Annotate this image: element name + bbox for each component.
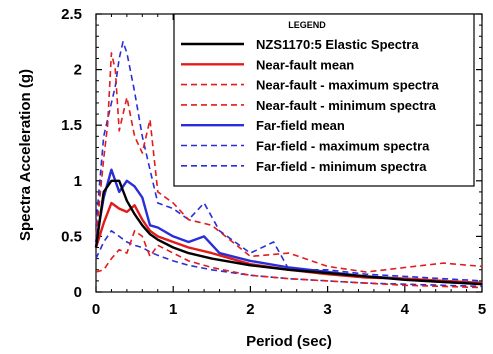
legend-label-6: Far-field - minimum spectra: [256, 159, 427, 174]
legend-label-2: Near-fault - maximum spectra: [256, 78, 440, 93]
legend-box: [173, 13, 475, 187]
series-line-0: [94, 179, 483, 286]
series-line-2: [95, 52, 483, 273]
y-tick-label: 2.5: [61, 6, 82, 23]
x-tick-label: 5: [478, 301, 486, 318]
series-line-1: [94, 201, 483, 285]
legend-label-1: Near-fault mean: [256, 57, 354, 72]
y-tick-label: 0.5: [61, 228, 82, 245]
x-tick-label: 1: [169, 301, 177, 318]
legend-label-0: NZS1170:5 Elastic Spectra: [256, 37, 419, 52]
series-group: [94, 40, 483, 289]
y-axis-label: Spectra Acceleration (g): [17, 69, 34, 241]
legend-label-5: Far-field - maximum spectra: [256, 139, 430, 154]
x-tick-label: 2: [246, 301, 254, 318]
legend-label-4: Far-field mean: [256, 118, 345, 133]
x-tick-label: 4: [401, 301, 410, 318]
x-axis-label: Period (sec): [246, 333, 332, 350]
legend-label-3: Near-fault - minimum spectra: [256, 98, 437, 113]
y-tick-label: 2: [74, 62, 82, 79]
legend: LEGEND NZS1170:5 Elastic Spectra Near-faul…: [173, 13, 475, 187]
y-tick-label: 1: [74, 173, 82, 190]
y-tick-label: 1.5: [61, 117, 82, 134]
series-line-3: [95, 230, 483, 289]
x-tick-label: 3: [323, 301, 331, 318]
x-tick-label: 0: [92, 301, 100, 318]
y-tick-label: 0: [74, 284, 82, 301]
legend-title: LEGEND: [288, 20, 326, 30]
